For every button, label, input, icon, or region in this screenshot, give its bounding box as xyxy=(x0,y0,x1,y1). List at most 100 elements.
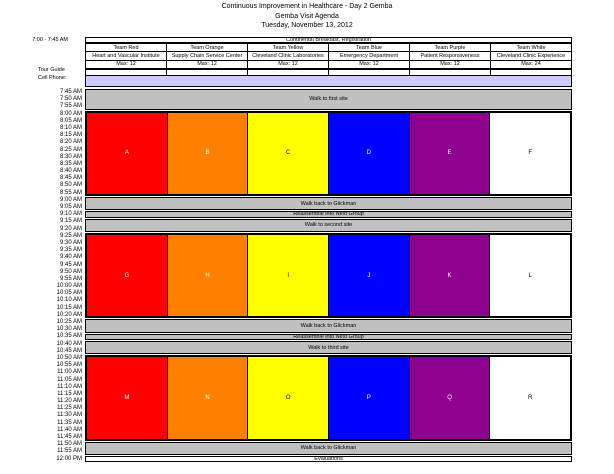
time-label: 9:25 AM xyxy=(59,232,82,239)
team-session-block: N xyxy=(166,357,248,439)
team-site-cell: Heart and Vascular Institute xyxy=(86,52,167,60)
breakfast-row: Continental Breakfast, Registration xyxy=(85,37,572,43)
time-label: 7:50 AM xyxy=(59,96,82,103)
time-label: 10:05 AM xyxy=(56,290,82,297)
time-label: 8:50 AM xyxy=(59,182,82,189)
team-session-block: P xyxy=(328,357,409,439)
tour-guide-cell xyxy=(491,68,572,77)
team-session-block: A xyxy=(87,112,167,194)
time-label: 8:10 AM xyxy=(59,124,82,131)
time-label: 9:05 AM xyxy=(59,204,82,210)
team-name-cell: Team Orange xyxy=(167,44,248,52)
team-name-cell: Team White xyxy=(516,44,546,51)
team-site-cell: Patient Responsiveness xyxy=(410,52,491,60)
team-max-cell: Max: 12 xyxy=(329,60,410,68)
time-label: 9:10 AM xyxy=(59,211,82,218)
time-label: 7:55 AM xyxy=(59,103,82,110)
time-label: 9:55 AM xyxy=(59,275,82,282)
header-table: Continental Breakfast, Registration Team… xyxy=(85,37,572,88)
time-label: 9:50 AM xyxy=(59,268,82,275)
time-label: 10:10 AM xyxy=(56,297,82,304)
team-session-block: D xyxy=(328,112,409,194)
time-label: 8:00 AM xyxy=(59,110,82,117)
time-label: 8:45 AM xyxy=(59,175,82,182)
time-label: 10:20 AM xyxy=(56,311,82,318)
walk-band: Walk back to Glickman xyxy=(85,441,572,456)
time-label: 11:45 AM xyxy=(57,434,82,440)
team-session-block: R xyxy=(489,357,571,439)
team-name-cell: Team Red xyxy=(86,44,167,52)
time-label: 10:30 AM xyxy=(56,326,82,333)
team-name-cell: Team Blue xyxy=(329,44,410,52)
time-label: 8:55 AM xyxy=(59,189,82,196)
team-max-cell: Max: 12 xyxy=(410,60,491,68)
tour-guide-row xyxy=(85,68,572,77)
team-max-cell: Max: 12 xyxy=(86,60,167,68)
time-label: 11:50 AM xyxy=(57,441,82,448)
time-label: 10:00 AM xyxy=(56,283,82,290)
team-site-cell: Cleveland Clinic Experience xyxy=(496,52,566,59)
time-label: 11:40 AM xyxy=(57,426,82,433)
teams-header-box: Team Red Team Orange Team Yellow Team Blue T… xyxy=(85,43,572,69)
team-session-block: G xyxy=(87,234,167,317)
team-session-block: Q xyxy=(408,357,490,439)
time-label: 8:35 AM xyxy=(59,160,82,167)
title-line-2: Gemba Visit Agenda xyxy=(275,12,339,20)
team-session-block: F xyxy=(489,112,571,194)
time-label: 10:25 AM xyxy=(56,319,82,325)
team-max-row: Max: 12 Max: 12 Max: 12 Max: 12 Max: 12 Max: … xyxy=(86,60,571,68)
team-name-cell: Team Yellow xyxy=(248,44,329,52)
time-label: 9:00 AM xyxy=(59,196,82,203)
time-label: 12:00 PM xyxy=(56,455,82,462)
time-label: 8:40 AM xyxy=(59,168,82,175)
time-label: 10:40 AM xyxy=(56,340,82,347)
breakfast-text: Continental Breakfast, Registration xyxy=(286,37,371,43)
walk-band: Walk back to Glickman xyxy=(85,319,572,333)
walk-band: Walk back to Glickman xyxy=(85,196,572,211)
time-label: 11:00 AM xyxy=(57,369,82,376)
tour-guide-cell xyxy=(410,68,491,77)
time-label: 11:15 AM xyxy=(57,390,82,397)
time-label: 8:30 AM xyxy=(59,153,82,160)
tour-guide-cell xyxy=(329,68,410,77)
tour-guide-cell xyxy=(167,68,248,77)
tour-guide-cell xyxy=(85,68,167,77)
tour-guide-label: Tour Guide xyxy=(38,66,65,73)
time-label: 11:25 AM xyxy=(57,405,82,412)
time-label: 10:15 AM xyxy=(56,304,82,311)
team-names-row: Team Red Team Orange Team Yellow Team Blue T… xyxy=(86,44,571,53)
time-label: 9:20 AM xyxy=(59,225,82,232)
team-session-block: M xyxy=(87,357,167,439)
time-label: 8:15 AM xyxy=(59,132,82,139)
time-column: 7:45 AM 7:50 AM 7:55 AM 8:00 AM 8:05 AM 8:10 … xyxy=(0,89,82,463)
time-label: 11:05 AM xyxy=(57,376,82,383)
walk-band: Walk to second site xyxy=(85,218,572,232)
time-label: 8:20 AM xyxy=(59,139,82,146)
walk-band: Reassemble into Next Group xyxy=(85,211,572,218)
team-site-cell: Cleveland Clinic Laboratories xyxy=(248,52,329,60)
time-label: 11:55 AM xyxy=(57,448,82,455)
time-label: 11:10 AM xyxy=(57,383,82,390)
evaluations-band: Evaluations xyxy=(85,456,572,463)
title-line-1: Continuous Improvement in Healthcare - D… xyxy=(221,3,393,10)
walk-band: Walk to first site xyxy=(85,89,572,110)
time-label: 10:55 AM xyxy=(56,362,82,369)
team-session-block: C xyxy=(247,112,329,194)
tour-guide-cell xyxy=(248,68,329,77)
time-label: 11:20 AM xyxy=(57,398,82,405)
team-session-block: B xyxy=(166,112,248,194)
time-label: 11:35 AM xyxy=(57,419,82,426)
time-label: 9:30 AM xyxy=(59,239,82,246)
time-label: 9:15 AM xyxy=(59,218,82,225)
time-label: 9:35 AM xyxy=(59,247,82,254)
team-session-block: J xyxy=(328,234,409,317)
team-session-block: I xyxy=(247,234,329,317)
team-site-cell: Emergency Department xyxy=(329,52,410,60)
team-session-block: O xyxy=(247,357,329,439)
time-label: 9:45 AM xyxy=(59,261,82,268)
team-session-block: K xyxy=(408,234,490,317)
team-max-cell: Max: 12 xyxy=(248,60,329,68)
